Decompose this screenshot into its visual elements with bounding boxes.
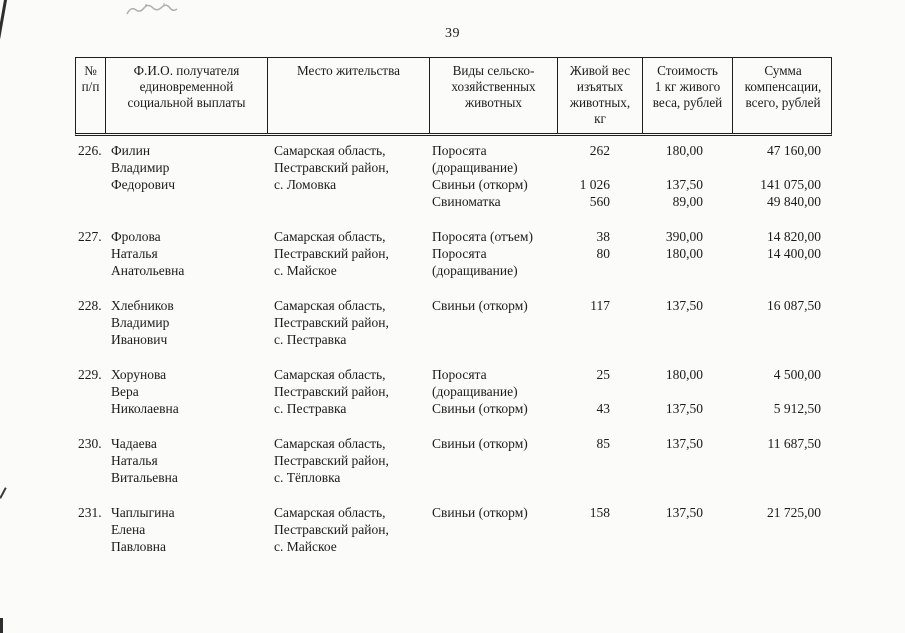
live-weight-kg: 38 xyxy=(596,229,611,244)
residence: Самарская область, Пестравский район, с.… xyxy=(274,505,389,554)
price-per-kg: 180,00 xyxy=(665,367,703,382)
header-residence: Место жительства xyxy=(267,58,429,133)
animal-entry: Поросята (доращивание) 262 180,00 47 160,00 xyxy=(428,142,832,176)
price-per-kg: 137,50 xyxy=(665,436,703,451)
compensation-total: 14 820,00 xyxy=(767,229,821,244)
animal-type: Свиньи (откорм) xyxy=(432,298,528,313)
price-per-kg: 137,50 xyxy=(665,505,703,520)
compensation-total: 141 075,00 xyxy=(760,177,821,192)
header-animal-type: Виды сельско- хозяйственных животных xyxy=(429,58,557,133)
live-weight-kg: 158 xyxy=(589,505,610,520)
animal-entry: Поросята (отъем) 38 390,00 14 820,00 xyxy=(428,228,832,245)
row-number: 231. xyxy=(78,505,102,520)
recipient-name: Хорунова Вера Николаевна xyxy=(111,367,179,416)
live-weight-kg: 117 xyxy=(590,298,610,313)
live-weight-kg: 262 xyxy=(589,143,610,158)
header-live-weight: Живой вес изъятых животных, кг xyxy=(557,58,642,133)
compensation-total: 11 687,50 xyxy=(767,436,822,451)
page-number: 39 xyxy=(445,26,460,41)
row-number: 230. xyxy=(78,436,102,451)
table-row: 230. Чадаева Наталья Витальевна Самарская … xyxy=(75,435,832,486)
compensation-total: 16 087,50 xyxy=(767,298,821,313)
price-per-kg: 137,50 xyxy=(665,401,703,416)
animal-entry: Свиньи (откорм) 117 137,50 16 087,50 xyxy=(428,297,832,314)
live-weight-kg: 25 xyxy=(596,367,611,382)
animal-type: Поросята (доращивание) xyxy=(432,143,518,175)
row-number: 228. xyxy=(78,298,102,313)
header-compensation-total: Сумма компенсации, всего, рублей xyxy=(732,58,833,133)
animal-entries: Свиньи (откорм) 85 137,50 11 687,50 xyxy=(428,435,832,486)
recipient-name: Фролова Наталья Анатольевна xyxy=(111,229,185,278)
table-row: 231. Чаплыгина Елена Павловна Самарская об… xyxy=(75,504,832,555)
animal-entry: Свиноматка 560 89,00 49 840,00 xyxy=(428,193,832,210)
animal-type: Свиньи (откорм) xyxy=(432,505,528,520)
animal-entries: Поросята (отъем) 38 390,00 14 820,00 Поросят… xyxy=(428,228,832,279)
compensation-total: 47 160,00 xyxy=(767,143,821,158)
compensation-total: 4 500,00 xyxy=(773,367,821,382)
animal-entries: Поросята (доращивание) 262 180,00 47 160,00… xyxy=(428,142,832,210)
recipient-name: Чаплыгина Елена Павловна xyxy=(111,505,175,554)
price-per-kg: 89,00 xyxy=(672,194,703,209)
price-per-kg: 390,00 xyxy=(665,229,703,244)
live-weight-kg: 560 xyxy=(589,194,610,209)
live-weight-kg: 43 xyxy=(596,401,611,416)
table-row: 229. Хорунова Вера Николаевна Самарская об… xyxy=(75,366,832,417)
animal-type: Поросята (доращивание) xyxy=(432,246,518,278)
scan-artifact-bottom-left-edge xyxy=(0,618,3,633)
live-weight-kg: 80 xyxy=(596,246,611,261)
animal-type: Свиньи (откорм) xyxy=(432,177,528,192)
animal-entry: Свиньи (откорм) 158 137,50 21 725,00 xyxy=(428,504,832,521)
live-weight-kg: 85 xyxy=(596,436,611,451)
recipient-name: Филин Владимир Федорович xyxy=(111,143,175,192)
compensation-total: 21 725,00 xyxy=(767,505,821,520)
price-per-kg: 137,50 xyxy=(665,298,703,313)
price-per-kg: 180,00 xyxy=(665,143,703,158)
compensation-table: № п/п Ф.И.О. получателя единовременной с… xyxy=(75,57,832,555)
animal-type: Свиноматка xyxy=(432,194,501,209)
animal-entry: Поросята (доращивание) 25 180,00 4 500,00 xyxy=(428,366,832,400)
compensation-total: 5 912,50 xyxy=(773,401,821,416)
header-row-number: № п/п xyxy=(81,63,100,94)
table-row: 228. Хлебников Владимир Иванович Самарская… xyxy=(75,297,832,348)
compensation-total: 49 840,00 xyxy=(767,194,821,209)
animal-type: Поросята (доращивание) xyxy=(432,367,518,399)
animal-entry: Поросята (доращивание) 80 180,00 14 400,00 xyxy=(428,245,832,279)
animal-entries: Свиньи (откорм) 158 137,50 21 725,00 xyxy=(428,504,832,555)
live-weight-kg: 1 026 xyxy=(579,177,610,192)
residence: Самарская область, Пестравский район, с.… xyxy=(274,229,389,278)
compensation-total: 14 400,00 xyxy=(767,246,821,261)
residence: Самарская область, Пестравский район, с.… xyxy=(274,367,389,416)
table-header-row: № п/п Ф.И.О. получателя единовременной с… xyxy=(75,57,832,136)
residence: Самарская область, Пестравский район, с.… xyxy=(274,436,389,485)
recipient-name: Хлебников Владимир Иванович xyxy=(111,298,174,347)
animal-entry: Свиньи (откорм) 43 137,50 5 912,50 xyxy=(428,400,832,417)
animal-type: Свиньи (откорм) xyxy=(432,401,528,416)
header-recipient-name: Ф.И.О. получателя единовременной социаль… xyxy=(105,58,267,133)
table-row: 227. Фролова Наталья Анатольевна Самарская… xyxy=(75,228,832,279)
price-per-kg: 180,00 xyxy=(665,246,703,261)
animal-entries: Свиньи (откорм) 117 137,50 16 087,50 xyxy=(428,297,832,348)
animal-type: Поросята (отъем) xyxy=(432,229,533,244)
residence: Самарская область, Пестравский район, с.… xyxy=(274,143,389,192)
price-per-kg: 137,50 xyxy=(665,177,703,192)
animal-type: Свиньи (откорм) xyxy=(432,436,528,451)
recipient-name: Чадаева Наталья Витальевна xyxy=(111,436,178,485)
table-row: 226. Филин Владимир Федорович Самарская об… xyxy=(75,142,832,210)
row-number: 226. xyxy=(78,143,102,158)
animal-entry: Свиньи (откорм) 85 137,50 11 687,50 xyxy=(428,435,832,452)
residence: Самарская область, Пестравский район, с.… xyxy=(274,298,389,347)
scan-artifact-handwriting xyxy=(126,3,178,15)
animal-entry: Свиньи (откорм) 1 026 137,50 141 075,00 xyxy=(428,176,832,193)
animal-entries: Поросята (доращивание) 25 180,00 4 500,00 Св… xyxy=(428,366,832,417)
scan-artifact-left-edge-mark xyxy=(0,487,7,499)
table-body: 226. Филин Владимир Федорович Самарская об… xyxy=(75,142,832,555)
row-number: 229. xyxy=(78,367,102,382)
header-price-per-kg: Стоимость 1 кг живого веса, рублей xyxy=(642,58,732,133)
row-number: 227. xyxy=(78,229,102,244)
